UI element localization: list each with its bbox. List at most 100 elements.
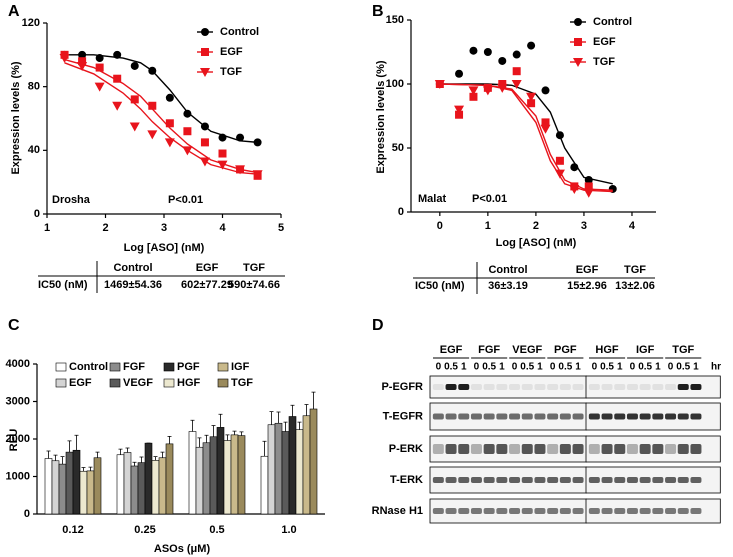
blot-group-label: FGF	[478, 344, 500, 356]
table-header: Control	[488, 264, 527, 276]
point	[469, 46, 478, 55]
blot-band	[601, 444, 613, 454]
blot-timepoint: 1	[617, 362, 623, 373]
error-bar	[304, 404, 309, 416]
blot-band	[534, 477, 546, 483]
blot-group-label: EGF	[440, 344, 463, 356]
error-bar	[67, 440, 72, 453]
blot-row-label: P-ERK	[389, 443, 423, 455]
blot-band	[521, 508, 533, 514]
legend-marker	[573, 58, 583, 67]
blot-band	[496, 508, 508, 514]
point	[113, 74, 122, 83]
error-bar	[167, 435, 172, 444]
error-bar	[239, 431, 244, 436]
blot-band	[572, 477, 584, 483]
blot-band	[626, 413, 638, 420]
x-tick-label: 4	[629, 220, 636, 232]
table-cell: 1469±54.36	[104, 279, 162, 291]
x-tick-label: 4	[219, 222, 226, 234]
blot-band	[509, 413, 521, 420]
error-bar	[95, 451, 100, 458]
bar	[137, 462, 146, 515]
point	[454, 105, 465, 115]
error-bar	[81, 467, 86, 472]
blot-band	[432, 508, 444, 514]
point	[200, 122, 209, 131]
blot-band	[665, 413, 677, 420]
table-cell: 15±2.96	[567, 280, 607, 292]
fit-line	[64, 58, 258, 174]
blot-timepoint: 1	[537, 362, 543, 373]
legend-label: EGF	[593, 36, 616, 48]
blot-band	[559, 444, 571, 454]
table-header: EGF	[196, 262, 219, 274]
blot-band	[458, 444, 470, 454]
legend-label: Control	[69, 361, 108, 373]
fit-line	[439, 83, 613, 191]
blot-band	[483, 413, 495, 420]
error-bar	[132, 461, 137, 466]
legend-label: Control	[220, 26, 259, 38]
legend-swatch	[217, 362, 229, 372]
bar	[93, 457, 102, 515]
blot-band	[639, 508, 651, 514]
point	[235, 165, 246, 175]
y-tick-label: 2000	[6, 433, 30, 445]
bar	[86, 470, 95, 515]
error-bar	[160, 451, 165, 458]
blot-band	[572, 444, 584, 454]
blot-band	[559, 508, 571, 514]
blot-band	[458, 384, 470, 390]
bar	[223, 440, 232, 515]
error-bar	[125, 447, 130, 453]
blot-band	[432, 384, 444, 390]
bar	[116, 454, 125, 515]
error-bar	[197, 437, 202, 448]
blot-timepoint: 0	[436, 362, 442, 373]
blot-band	[572, 384, 584, 390]
point	[583, 188, 594, 198]
blot-band	[588, 444, 600, 454]
blot-band	[601, 384, 613, 390]
point	[95, 63, 104, 72]
blot-group-label: IGF	[636, 344, 655, 356]
error-bar	[190, 419, 195, 432]
blot-band	[665, 477, 677, 483]
blot-band	[559, 384, 571, 390]
point	[483, 48, 492, 56]
blot-timepoint: 0	[592, 362, 598, 373]
blot-frame	[585, 375, 721, 399]
blot-band	[601, 508, 613, 514]
point	[569, 184, 580, 194]
point	[78, 57, 87, 66]
y-axis-label: RFU	[8, 429, 20, 452]
point	[217, 160, 228, 170]
bar	[295, 429, 304, 515]
annotation: Drosha	[52, 194, 91, 206]
blot-band	[626, 477, 638, 483]
legend-label: PGF	[177, 361, 200, 373]
point	[200, 138, 209, 147]
blot-band	[496, 384, 508, 390]
bar	[123, 452, 132, 515]
blot-band	[639, 384, 651, 390]
point	[129, 122, 140, 132]
blot-band	[588, 413, 600, 420]
blot-timepoint: 0.5	[520, 362, 534, 373]
bar	[216, 427, 225, 515]
blot-band	[534, 413, 546, 420]
error-bar	[60, 456, 65, 465]
y-tick-label: 0	[398, 206, 404, 218]
panel-letter: C	[8, 317, 20, 334]
blot-band	[677, 384, 689, 390]
error-bar	[269, 411, 274, 425]
blot-timepoint: 1	[461, 362, 467, 373]
bar	[195, 446, 204, 515]
blot-band	[690, 384, 702, 390]
legend-label: TGF	[593, 56, 615, 68]
bar	[237, 435, 246, 515]
y-tick-label: 120	[22, 17, 40, 29]
blot-band	[445, 413, 457, 420]
blot-band	[690, 413, 702, 420]
